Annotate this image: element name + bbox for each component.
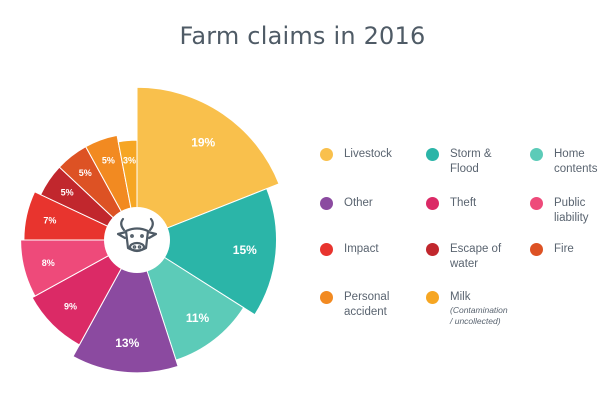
legend-item-personal-accident: Personal accident — [320, 290, 389, 320]
legend-item-milk: Milk (Contamination / uncollected) — [426, 290, 508, 327]
slice-label-home-contents: 11% — [186, 311, 210, 325]
legend-item-livestock: Livestock — [320, 147, 392, 162]
slice-label-livestock: 19% — [191, 136, 215, 150]
slice-label-public-liability: 8% — [42, 258, 55, 268]
legend-swatch — [426, 148, 439, 161]
legend-item-theft: Theft — [426, 196, 476, 211]
legend-item-escape-of-water: Escape of water — [426, 242, 501, 272]
legend-label: Milk — [450, 291, 471, 303]
legend-item-home-contents: Home contents — [530, 147, 597, 177]
slice-label-storm-flood: 15% — [233, 243, 257, 257]
legend-item-fire: Fire — [530, 242, 574, 257]
legend-label: Livestock — [344, 148, 392, 160]
legend-item-other: Other — [320, 196, 373, 211]
slice-label-escape-of-water: 5% — [61, 187, 74, 197]
legend-swatch — [320, 197, 333, 210]
legend-label: Home contents — [554, 148, 598, 175]
legend-swatch — [530, 243, 543, 256]
legend-label: Theft — [450, 197, 477, 209]
legend-swatch — [530, 197, 543, 210]
chart-title: Farm claims in 2016 — [179, 22, 426, 50]
slice-label-other: 13% — [115, 336, 139, 350]
legend-label: Fire — [554, 243, 574, 255]
legend-label: Storm & Flood — [450, 148, 492, 175]
legend-item-public-liability: Public liability — [530, 196, 589, 226]
slice-label-personal-accident: 5% — [102, 155, 115, 165]
legend-label: Impact — [344, 243, 379, 255]
legend-label: Personal accident — [344, 291, 390, 318]
legend-item-impact: Impact — [320, 242, 379, 257]
legend-swatch — [426, 291, 439, 304]
legend-swatch — [530, 148, 543, 161]
legend-swatch — [320, 243, 333, 256]
slice-label-milk: 3% — [123, 156, 136, 166]
legend-swatch — [320, 148, 333, 161]
legend-swatch — [426, 197, 439, 210]
legend-item-storm-flood: Storm & Flood — [426, 147, 492, 177]
legend-label: Public liability — [554, 197, 589, 224]
cow-head-icon — [116, 217, 158, 253]
slice-label-impact: 7% — [43, 216, 56, 226]
slice-label-fire: 5% — [79, 168, 92, 178]
legend-note: (Contamination / uncollected) — [450, 305, 508, 326]
legend-label: Other — [344, 197, 373, 209]
legend-swatch — [320, 291, 333, 304]
center-badge — [104, 207, 170, 273]
slice-label-theft: 9% — [64, 301, 77, 311]
legend-swatch — [426, 243, 439, 256]
legend-label: Escape of water — [450, 243, 502, 270]
